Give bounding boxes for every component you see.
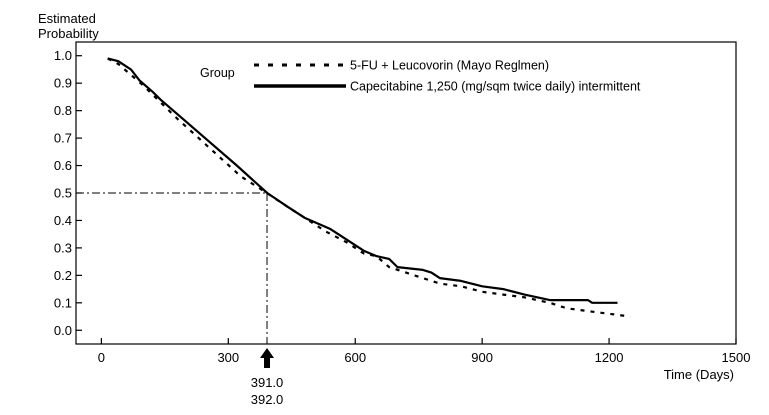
series-line-5fu [107,57,631,318]
median-arrow-icon [260,348,275,368]
x-axis-title: Time (Days) [664,367,734,382]
legend-title: Group [200,66,235,80]
y-tick-label: 0.3 [54,240,72,255]
axes: 0.0 0.1 0.2 0.3 0.4 0.5 0.6 0.7 0.8 0.9 1.0 0 300 600… [54,48,751,365]
series-layer [107,57,631,318]
y-axis-title-line: Probability [38,26,99,41]
x-tick-label: 300 [217,350,239,365]
y-axis-title-line: Estimated [38,11,96,26]
y-tick-label: 0.2 [54,268,72,283]
legend-label-capecitabine: Capecitabine 1,250 (mg/sqm twice daily) … [350,80,641,94]
x-tick-label: 600 [344,350,366,365]
x-tick-label: 1200 [595,350,624,365]
legend-label-5fu: 5-FU + Leucovorin (Mayo Reglmen) [350,59,549,73]
median-annotation: 391.0 392.0 [76,192,284,407]
y-tick-label: 0.4 [54,213,72,228]
y-tick-label: 0.0 [54,323,72,338]
median-label: 392.0 [251,392,284,407]
series-line-capecitabine [107,57,618,304]
y-tick-label: 0.5 [54,186,72,201]
y-tick-label: 1.0 [54,48,72,63]
y-tick-label: 0.7 [54,131,72,146]
median-label: 391.0 [251,375,284,390]
y-tick-label: 0.1 [54,295,72,310]
x-tick-label: 0 [98,350,105,365]
y-tick-label: 0.8 [54,103,72,118]
x-tick-label: 1500 [722,350,751,365]
legend: Group 5-FU + Leucovorin (Mayo Reglmen) Cap… [200,59,641,94]
x-tick-label: 900 [471,350,493,365]
y-tick-label: 0.6 [54,158,72,173]
y-tick-label: 0.9 [54,76,72,91]
